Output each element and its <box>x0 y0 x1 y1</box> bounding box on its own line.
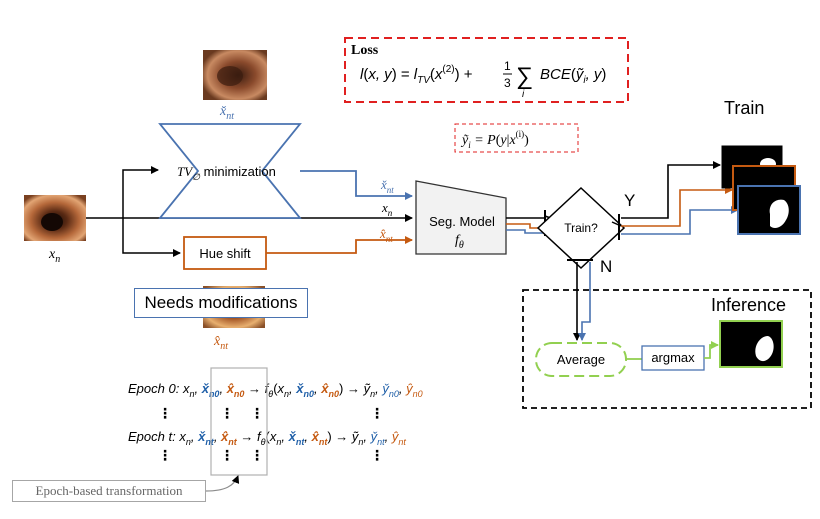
svg-text:⋮: ⋮ <box>220 447 234 463</box>
hue-shift-block: Hue shift <box>183 236 267 270</box>
seg-input-check-label: x̌nt <box>380 177 394 195</box>
svg-text:⋮: ⋮ <box>158 405 172 421</box>
average-label: Average <box>557 352 605 367</box>
epoch-rows: Epoch 0: xn, x̌n0, x̂n0 → fθ(xn, x̌n0, x… <box>128 381 423 447</box>
seg-model-label: Seg. Model <box>429 214 495 229</box>
no-label: N <box>600 257 612 276</box>
train-decision: Train? <box>536 186 626 270</box>
hue-shift-label: Hue shift <box>199 246 251 261</box>
epoch-ellipsis: ⋮ ⋮ ⋮ ⋮ ⋮ ⋮ ⋮ ⋮ <box>158 405 384 463</box>
loss-title: Loss <box>351 43 379 58</box>
epocht-label: Epoch t: <box>128 429 176 444</box>
epoch0-label: Epoch 0: <box>128 381 180 396</box>
y-tilde-definition: ỹi = P(y|x(i)) <box>454 123 579 153</box>
train-label: Train <box>724 98 764 118</box>
svg-text:⋮: ⋮ <box>220 405 234 421</box>
hue-output-label: x̂nt <box>213 334 228 352</box>
yes-switch <box>611 214 622 240</box>
epoch-note-pointer <box>205 475 240 492</box>
svg-text:1: 1 <box>504 59 511 73</box>
svg-text:l(x, y) = lTV(x(2)) +: l(x, y) = lTV(x(2)) + <box>360 64 473 86</box>
transformation-highlight <box>210 367 268 476</box>
svg-text:TV∅ minimization: TV∅ minimization <box>177 164 276 182</box>
train-decision-label: Train? <box>564 221 598 235</box>
argmax-to-mask <box>704 341 719 359</box>
svg-text:ỹi = P(y|x(i)): ỹi = P(y|x(i)) <box>460 129 529 150</box>
epoch0-row: Epoch 0: xn, x̌n0, x̂n0 → fθ(xn, x̌n0, x… <box>128 381 423 399</box>
train-output-arrows <box>621 161 739 235</box>
svg-text:i: i <box>522 89 525 100</box>
average-block: Average <box>535 342 627 377</box>
input-label: xn <box>48 247 60 265</box>
epocht-row: Epoch t: xn, x̌nt, x̂nt → fθ(xn, x̌nt, x… <box>128 429 406 447</box>
yes-label: Y <box>624 191 635 210</box>
loss-box: Loss l(x, y) = lTV(x(2)) + 1 3 ∑ i BCE(ỹ… <box>344 37 629 103</box>
tv-to-seg-arrow <box>300 170 413 200</box>
train-masks <box>721 145 801 235</box>
svg-text:fθ: fθ <box>455 233 464 251</box>
seg-input-x-label: xn <box>381 200 393 218</box>
loss-formula: l(x, y) = lTV(x(2)) + 1 3 ∑ i BCE(ỹi, y) <box>360 59 606 100</box>
svg-text:⋮: ⋮ <box>250 405 264 421</box>
svg-text:⋮: ⋮ <box>370 405 384 421</box>
hue-to-seg-arrow <box>266 236 413 254</box>
tv-minimization-block: TV∅ minimization <box>158 123 302 219</box>
tv-output-label: x̌nt <box>219 104 234 122</box>
epoch-based-transformation-note: Epoch-based transformation <box>12 480 206 502</box>
seg-model-block: Seg. Model fθ <box>415 180 507 255</box>
inference-label: Inference <box>711 295 786 315</box>
tv-output-image <box>203 50 267 100</box>
svg-text:3: 3 <box>504 76 511 90</box>
svg-text:∑: ∑ <box>516 63 533 90</box>
svg-text:⋮: ⋮ <box>370 447 384 463</box>
svg-text:⋮: ⋮ <box>158 447 172 463</box>
inference-down-arrows <box>573 262 591 341</box>
needs-modifications-note: Needs modifications <box>134 288 308 318</box>
inference-mask <box>719 320 783 368</box>
svg-text:⋮: ⋮ <box>250 447 264 463</box>
svg-text:BCE(ỹi, y): BCE(ỹi, y) <box>540 66 606 86</box>
seg-input-hat-label: x̂nt <box>379 226 393 244</box>
argmax-label: argmax <box>651 350 695 365</box>
input-image <box>24 195 86 241</box>
argmax-block: argmax <box>641 345 705 371</box>
